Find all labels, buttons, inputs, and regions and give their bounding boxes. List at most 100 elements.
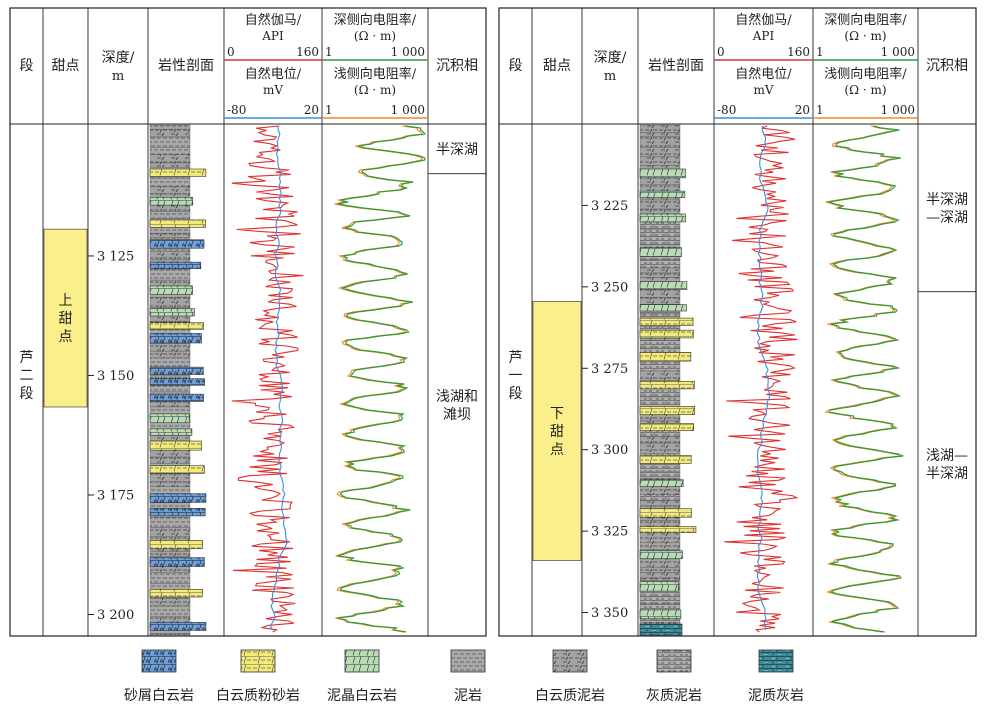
segment-name-char: 芦 — [20, 350, 34, 366]
lithology-bed-protruding — [639, 381, 695, 390]
sweet-spot-char: 点 — [59, 329, 73, 345]
header-deep-res: 深侧向电阻率/ — [334, 12, 417, 28]
lithology-bed — [149, 527, 191, 537]
header-depth-unit: m — [604, 69, 616, 84]
sweet-spot-char: 甜 — [550, 424, 564, 440]
legend-label: 砂屑白云岩 — [124, 688, 194, 704]
sp-curve — [269, 125, 289, 631]
panel-frame — [9, 7, 487, 637]
sp-scale-max: 20 — [304, 103, 319, 117]
depth-tick-label: 3 150 — [97, 369, 134, 384]
lithology-bed — [149, 350, 191, 359]
lithology-bed-protruding — [149, 261, 202, 269]
sp-curve — [756, 125, 770, 631]
lithology-bed-protruding — [149, 322, 204, 330]
lithology-bed — [149, 162, 191, 168]
lithology-bed — [639, 267, 681, 274]
lithology-bed — [149, 251, 191, 260]
header-sweet-spot: 甜点 — [52, 58, 80, 74]
lithology-bed — [639, 442, 681, 455]
lithology-bed — [639, 124, 681, 133]
depth-tick-label: 3 200 — [97, 608, 134, 623]
header-depth: 深度/ — [594, 50, 627, 66]
lithology-bed-protruding — [639, 423, 694, 431]
legend-item: 砂屑白云岩 — [124, 649, 194, 704]
sweet-spot-char: 下 — [550, 406, 564, 422]
lithology-bed — [149, 147, 191, 155]
lithology-bed — [149, 177, 191, 188]
sweet-spot-box — [532, 301, 582, 561]
lithology-bed-protruding — [639, 479, 684, 487]
left-panel: 段甜点 深度/m岩性剖面 沉积相自然伽马/API0 160自然电位/mV-80 20深侧… — [9, 7, 487, 637]
lithology-bed-protruding — [149, 589, 203, 598]
gr-scale-max: 160 — [787, 45, 810, 59]
lithology-bed — [639, 572, 681, 579]
lithology-bed-protruding — [639, 455, 692, 464]
sweet-spot-char: 点 — [550, 442, 564, 458]
gr-curve — [724, 125, 799, 633]
lithology-bed — [149, 269, 191, 281]
legend-label: 白云质泥岩 — [535, 688, 605, 704]
facies-label: 半深湖 — [436, 142, 478, 158]
sp-scale-min: -80 — [227, 103, 246, 117]
lithology-bed-protruding — [149, 440, 202, 451]
header-sp: 自然电位/ — [735, 66, 792, 82]
lithology-bed-protruding — [149, 393, 204, 402]
lithology-bed-protruding — [149, 540, 203, 550]
lithology-bed — [149, 516, 191, 528]
legend-label: 泥质灰岩 — [748, 688, 804, 704]
deep-res-min: 1 — [325, 45, 333, 59]
lithology-bed — [149, 473, 191, 483]
header-sp: 自然电位/ — [245, 66, 302, 82]
lithology-legend: 砂屑白云岩 白云质粉砂岩 泥晶白云岩 泥岩 白云质泥岩 灰质泥岩 泥质灰岩 — [124, 649, 804, 704]
lithology-bed — [149, 357, 191, 368]
lithology-bed-protruding — [639, 508, 692, 518]
header-gr: 自然伽马/ — [245, 12, 302, 28]
lithology-bed — [639, 156, 681, 166]
header-sweet-spot: 甜点 — [543, 58, 571, 74]
lithology-bed-protruding — [639, 609, 682, 620]
header-deep-res-unit: (Ω · m) — [354, 29, 396, 43]
lithology-bed — [149, 296, 191, 308]
lithology-bed — [639, 340, 681, 349]
lithology-bed — [639, 414, 681, 422]
lithology-bed — [639, 471, 681, 479]
header-facies: 沉积相 — [926, 58, 968, 74]
depth-tick-label: 3 350 — [591, 606, 628, 621]
lithology-bed-protruding — [639, 281, 688, 290]
header-sp-unit: mV — [753, 83, 773, 97]
legend-swatch — [552, 649, 588, 673]
lithology-bed-protruding — [149, 465, 205, 474]
lithology-bed — [639, 463, 681, 472]
header-deep-res: 深侧向电阻率/ — [824, 12, 907, 28]
facies-label: —深湖 — [926, 210, 968, 226]
lithology-bed-protruding — [639, 351, 692, 362]
depth-tick-label: 3 125 — [97, 249, 134, 264]
gr-scale-min: 0 — [227, 45, 235, 59]
lithology-bed-protruding — [639, 581, 679, 592]
header-segment: 段 — [20, 58, 34, 74]
lithology-bed-protruding — [149, 378, 205, 386]
gr-curve — [231, 125, 304, 633]
log-curves — [231, 125, 426, 633]
header-deep-res-unit: (Ω · m) — [844, 29, 886, 43]
lithology-bed — [639, 396, 681, 408]
lithology-bed-protruding — [639, 317, 694, 326]
legend-swatch — [758, 649, 794, 673]
lithology-bed-protruding — [639, 168, 686, 179]
lithology-bed — [149, 232, 191, 238]
lithology-bed — [639, 388, 681, 398]
lithology-bed — [149, 481, 191, 487]
lithology-bed — [149, 598, 191, 607]
segment-name-char: 芦 — [509, 350, 523, 366]
depth-tick-label: 3 325 — [591, 525, 628, 540]
gr-scale-max: 160 — [296, 45, 319, 59]
lithology-bed — [639, 430, 681, 437]
header-gr-unit: API — [752, 29, 775, 43]
lithology-bed — [639, 494, 681, 501]
lithology-bed-protruding — [149, 239, 205, 249]
shallow-res-min: 1 — [325, 103, 333, 117]
lithology-bed — [149, 633, 191, 636]
lithology-bed-protruding — [149, 366, 204, 375]
header-sp-unit: mV — [263, 83, 283, 97]
